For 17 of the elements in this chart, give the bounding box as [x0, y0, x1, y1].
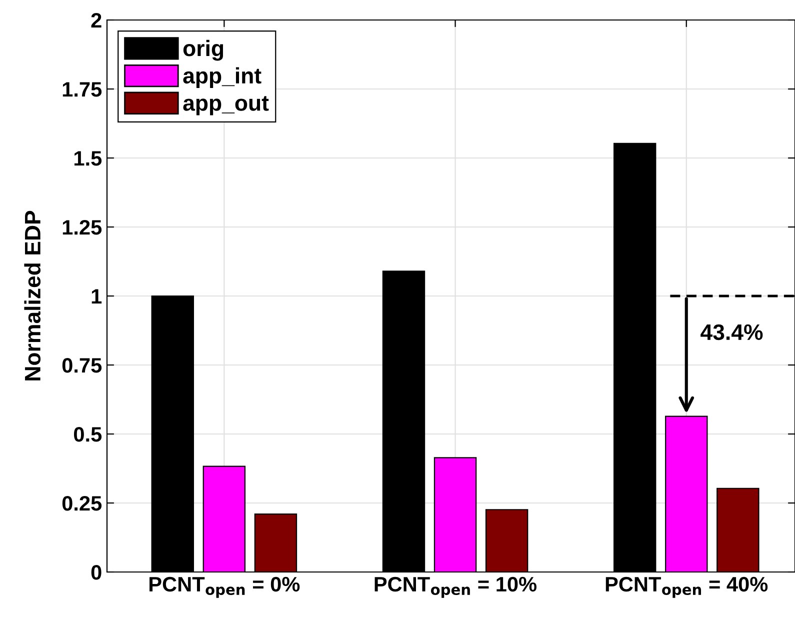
x-tick-label: PCNT$_{open}$ = 40% — [606, 576, 768, 598]
y-tick-label: 1.75 — [62, 82, 102, 97]
x-tick-label: PCNT$_{open}$ = 0% — [150, 576, 300, 598]
y-tick-label: 2 — [91, 13, 102, 28]
y-tick-label: 0 — [91, 565, 102, 580]
y-axis-title: Normalized EDP — [24, 210, 41, 380]
y-tick-label: 0.5 — [74, 427, 102, 442]
annotation: 43.4% — [700, 324, 763, 340]
y-tick-label: 1 — [92, 289, 102, 304]
legend-label: orig — [183, 40, 224, 61]
legend-label: app_int — [183, 67, 262, 88]
y-tick-label: 1.25 — [62, 220, 102, 235]
x-tick-label: PCNT$_{open}$ = 10% — [374, 576, 537, 598]
y-tick-label: 0.25 — [62, 496, 102, 511]
y-tick-label: 0.75 — [62, 358, 102, 373]
legend-label: app_out — [183, 96, 269, 116]
y-tick-label: 1.5 — [74, 151, 102, 166]
